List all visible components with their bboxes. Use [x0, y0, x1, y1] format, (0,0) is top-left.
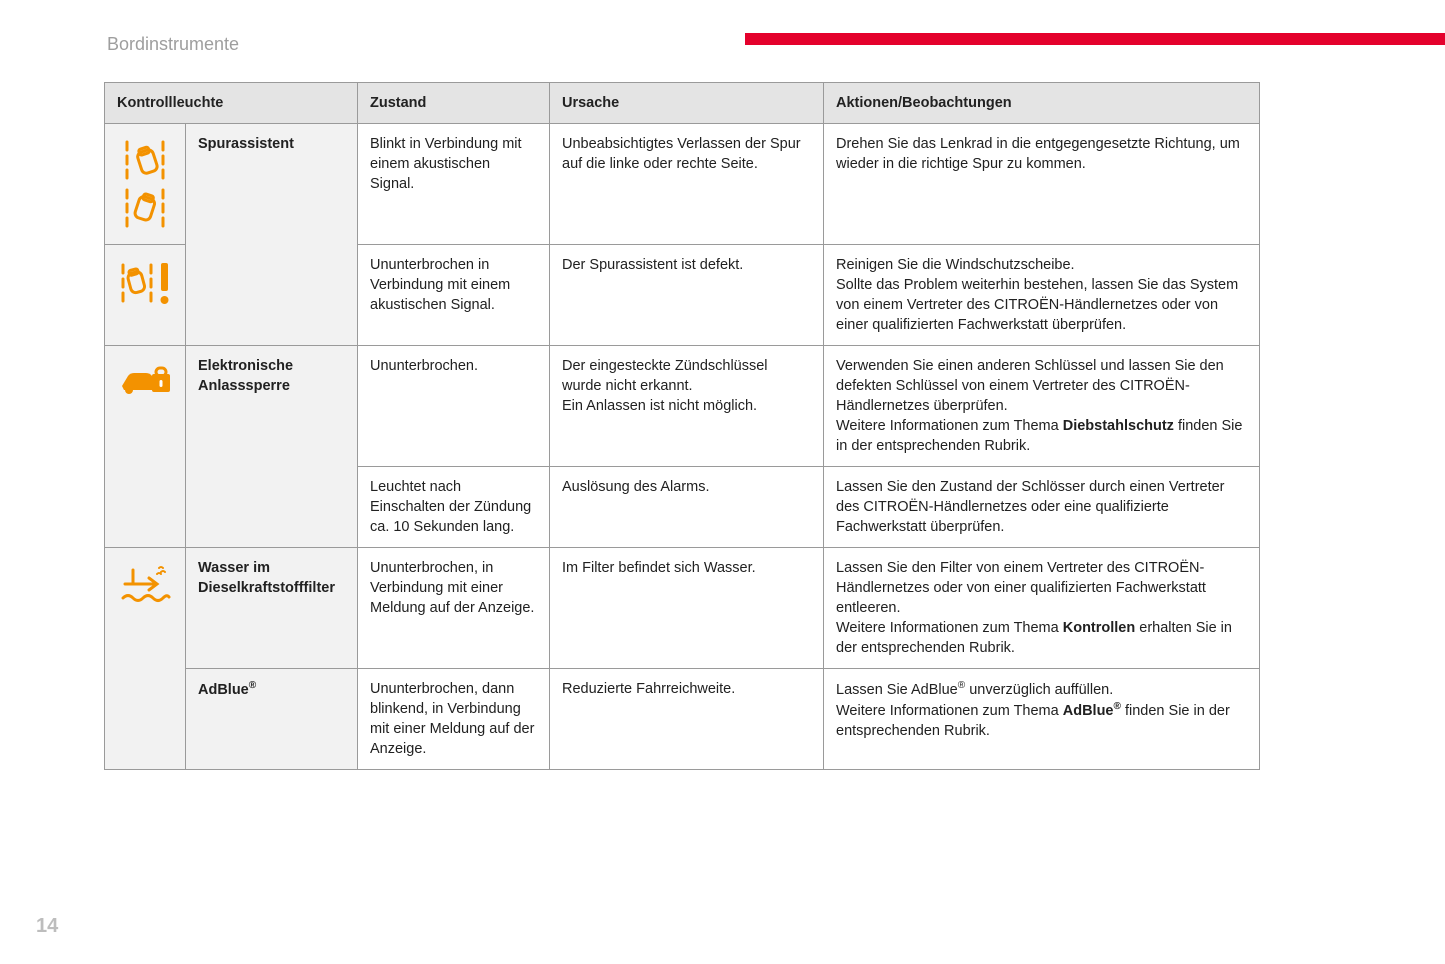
state-cell: Leuchtet nach Einschalten der Zündung ca… — [358, 467, 550, 548]
state-cell: Blinkt in Verbindung mit einem akustisch… — [358, 124, 550, 245]
table-row: Wasser im Dieselkraftstofffilter Ununter… — [105, 548, 1260, 669]
action-cell: Lassen Sie den Filter von einem Vertrete… — [824, 548, 1260, 669]
cause-cell: Unbeabsichtigtes Verlassen der Spur auf … — [550, 124, 824, 245]
col-header-cause: Ursache — [550, 83, 824, 124]
cause-cell: Reduzierte Fahrreichweite. — [550, 669, 824, 770]
action-bold: Kontrollen — [1063, 620, 1136, 636]
action-bold: AdBlue — [1063, 703, 1114, 719]
icon-cell-lane-assist-fault — [105, 245, 186, 346]
table-row: Elektronische Anlasssperre Ununterbroche… — [105, 346, 1260, 467]
action-text: Weitere Informationen zum Thema — [836, 418, 1063, 434]
action-cell: Verwenden Sie einen anderen Schlüssel un… — [824, 346, 1260, 467]
action-text: Verwenden Sie einen anderen Schlüssel un… — [836, 358, 1224, 414]
col-header-indicator: Kontrollleuchte — [105, 83, 358, 124]
action-cell: Reinigen Sie die Windschutzscheibe.Sollt… — [824, 245, 1260, 346]
state-cell: Ununterbrochen, dann blinkend, in Verbin… — [358, 669, 550, 770]
registered-mark: ® — [249, 680, 256, 691]
action-cell: Lassen Sie den Zustand der Schlösser dur… — [824, 467, 1260, 548]
action-text: Lassen Sie AdBlue — [836, 682, 958, 698]
icon-cell-lane-assist — [105, 124, 186, 245]
header-accent-bar — [745, 33, 1445, 45]
state-cell: Ununterbrochen. — [358, 346, 550, 467]
water-in-fuel-icon — [119, 562, 171, 606]
icon-cell-immobilizer — [105, 346, 186, 548]
lane-departure-right-icon — [121, 186, 169, 230]
col-header-action: Aktionen/Beobachtungen — [824, 83, 1260, 124]
state-cell: Ununterbrochen in Verbindung mit einem a… — [358, 245, 550, 346]
action-cell: Lassen Sie AdBlue ® unverzüglich auffülle… — [824, 669, 1260, 770]
table-header-row: Kontrollleuchte Zustand Ursache Aktionen… — [105, 83, 1260, 124]
page-number: 14 — [36, 915, 58, 938]
state-cell: Ununterbrochen, in Verbindung mit einer … — [358, 548, 550, 669]
cause-cell: Auslösung des Alarms. — [550, 467, 824, 548]
table-row: Spurassistent Blinkt in Verbindung mit e… — [105, 124, 1260, 245]
indicator-name-lane-assist: Spurassistent — [186, 124, 358, 346]
action-cell: Drehen Sie das Lenkrad in die entgegenge… — [824, 124, 1260, 245]
action-text: Weitere Informationen zum Thema — [836, 703, 1063, 719]
lane-departure-fault-icon — [117, 259, 173, 307]
warning-lights-table: Kontrollleuchte Zustand Ursache Aktionen… — [104, 82, 1260, 770]
registered-mark: ® — [1113, 701, 1120, 712]
section-title: Bordinstrumente — [107, 34, 239, 55]
cause-cell: Der eingesteckte Zündschlüssel wurde nic… — [550, 346, 824, 467]
icon-cell-diesel-water — [105, 548, 186, 770]
cause-cell: Im Filter befindet sich Wasser. — [550, 548, 824, 669]
action-text: Lassen Sie den Filter von einem Vertrete… — [836, 560, 1206, 616]
action-text: Weitere Informationen zum Thema — [836, 620, 1063, 636]
table-row: AdBlue® Ununterbrochen, dann blinkend, i… — [105, 669, 1260, 770]
indicator-name-adblue: AdBlue® — [186, 669, 358, 770]
indicator-name-diesel-water: Wasser im Dieselkraftstofffilter — [186, 548, 358, 669]
adblue-label: AdBlue — [198, 682, 249, 698]
cause-cell: Der Spurassistent ist defekt. — [550, 245, 824, 346]
action-text: unverzüglich auffüllen. — [965, 682, 1113, 698]
action-bold: Diebstahlschutz — [1063, 418, 1174, 434]
col-header-state: Zustand — [358, 83, 550, 124]
indicator-name-immobilizer: Elektronische Anlasssperre — [186, 346, 358, 548]
lane-departure-left-icon — [121, 138, 169, 182]
immobilizer-icon — [118, 360, 172, 400]
